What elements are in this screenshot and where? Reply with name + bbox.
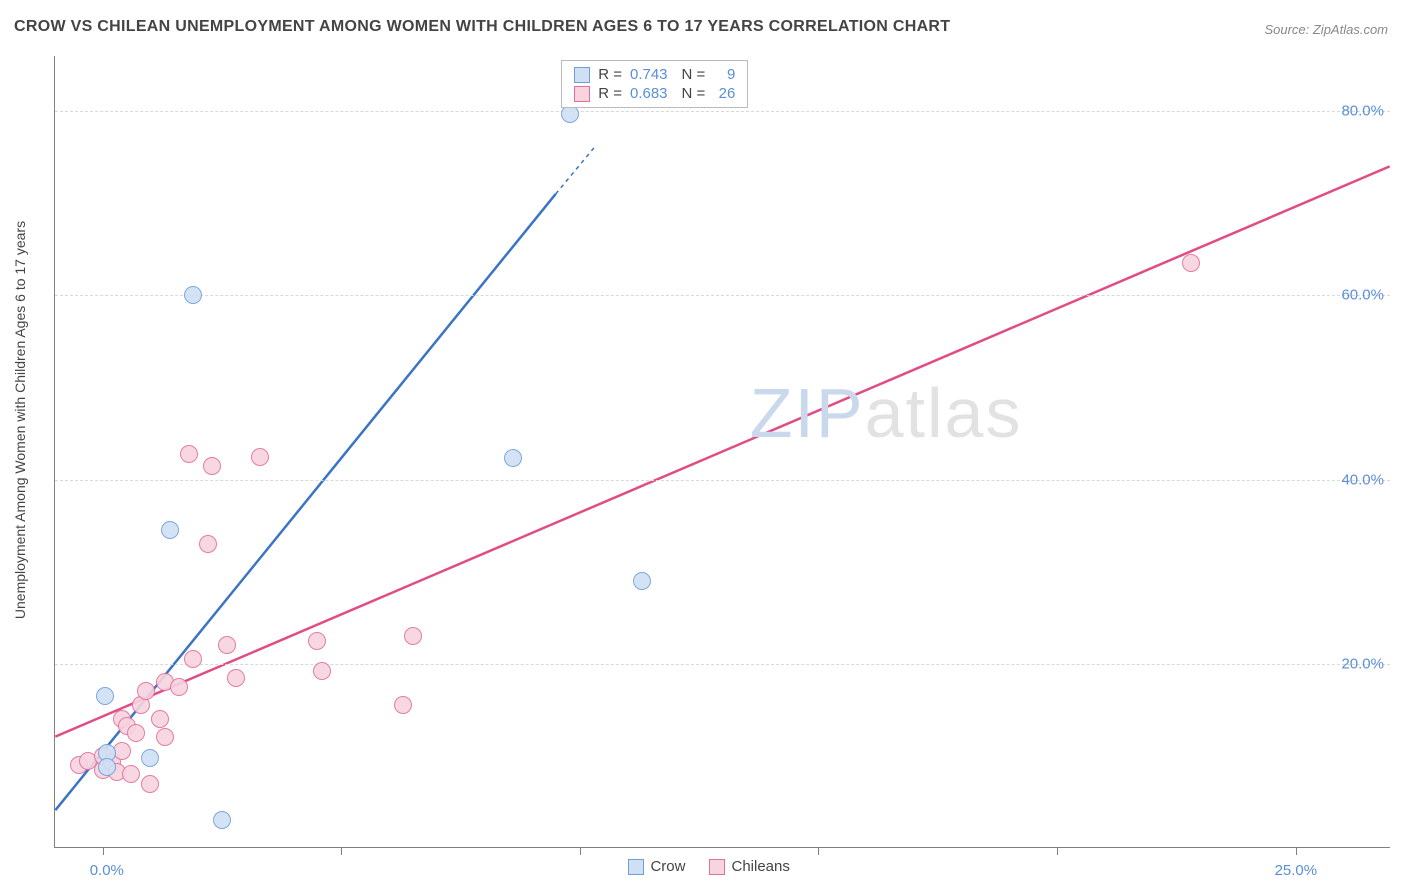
legend-item-crow: Crow [628,858,685,875]
data-point-chileans [151,710,169,728]
x-tick [341,847,342,855]
data-point-crow [141,749,159,767]
y-tick-label: 20.0% [1341,655,1384,672]
data-point-chileans [122,765,140,783]
data-point-chileans [156,728,174,746]
y-tick-label: 40.0% [1341,471,1384,488]
gridline [55,664,1390,665]
legend-row-crow: R = 0.743 N = 9 [570,65,739,84]
gridline [55,111,1390,112]
chart-title: CROW VS CHILEAN UNEMPLOYMENT AMONG WOMEN… [14,18,950,36]
y-axis-label: Unemployment Among Women with Children A… [12,221,28,619]
x-tick-label: 0.0% [90,862,124,879]
x-tick [580,847,581,855]
data-point-chileans [308,632,326,650]
y-tick-label: 60.0% [1341,287,1384,304]
data-point-chileans [313,662,331,680]
y-tick-label: 80.0% [1341,103,1384,120]
plot-area: ZIPatlas 20.0%40.0%60.0%80.0% [54,56,1390,848]
data-point-chileans [127,724,145,742]
x-tick [1057,847,1058,855]
data-point-crow [161,521,179,539]
source-label: Source: ZipAtlas.com [1264,22,1388,37]
x-tick [103,847,104,855]
data-point-chileans [184,650,202,668]
legend-label: Crow [650,858,685,875]
data-point-chileans [1182,254,1200,272]
gridline [55,480,1390,481]
x-tick-label: 25.0% [1275,862,1318,879]
data-point-chileans [218,636,236,654]
data-point-crow [633,572,651,590]
data-point-chileans [404,627,422,645]
data-point-crow [213,811,231,829]
legend-label: Chileans [731,858,789,875]
trend-line [556,148,594,194]
r-value-crow: 0.743 [626,65,672,84]
x-tick [818,847,819,855]
swatch-crow [628,859,644,875]
data-point-chileans [394,696,412,714]
data-point-chileans [141,775,159,793]
swatch-chileans [709,859,725,875]
n-value-chileans: 26 [709,84,739,103]
data-point-chileans [203,457,221,475]
data-point-crow [98,758,116,776]
data-point-crow [96,687,114,705]
legend-row-chileans: R = 0.683 N = 26 [570,84,739,103]
n-value-crow: 9 [709,65,739,84]
swatch-crow [574,67,590,83]
data-point-crow [504,449,522,467]
swatch-chileans [574,86,590,102]
data-point-crow [184,286,202,304]
data-point-chileans [170,678,188,696]
data-point-chileans [251,448,269,466]
legend-item-chileans: Chileans [709,858,789,875]
data-point-chileans [199,535,217,553]
gridline [55,295,1390,296]
data-point-chileans [137,682,155,700]
correlation-legend: R = 0.743 N = 9 R = 0.683 N = 26 [561,60,748,108]
series-legend: Crow Chileans [628,858,813,875]
data-point-chileans [227,669,245,687]
data-point-chileans [180,445,198,463]
r-value-chileans: 0.683 [626,84,672,103]
x-tick [1296,847,1297,855]
